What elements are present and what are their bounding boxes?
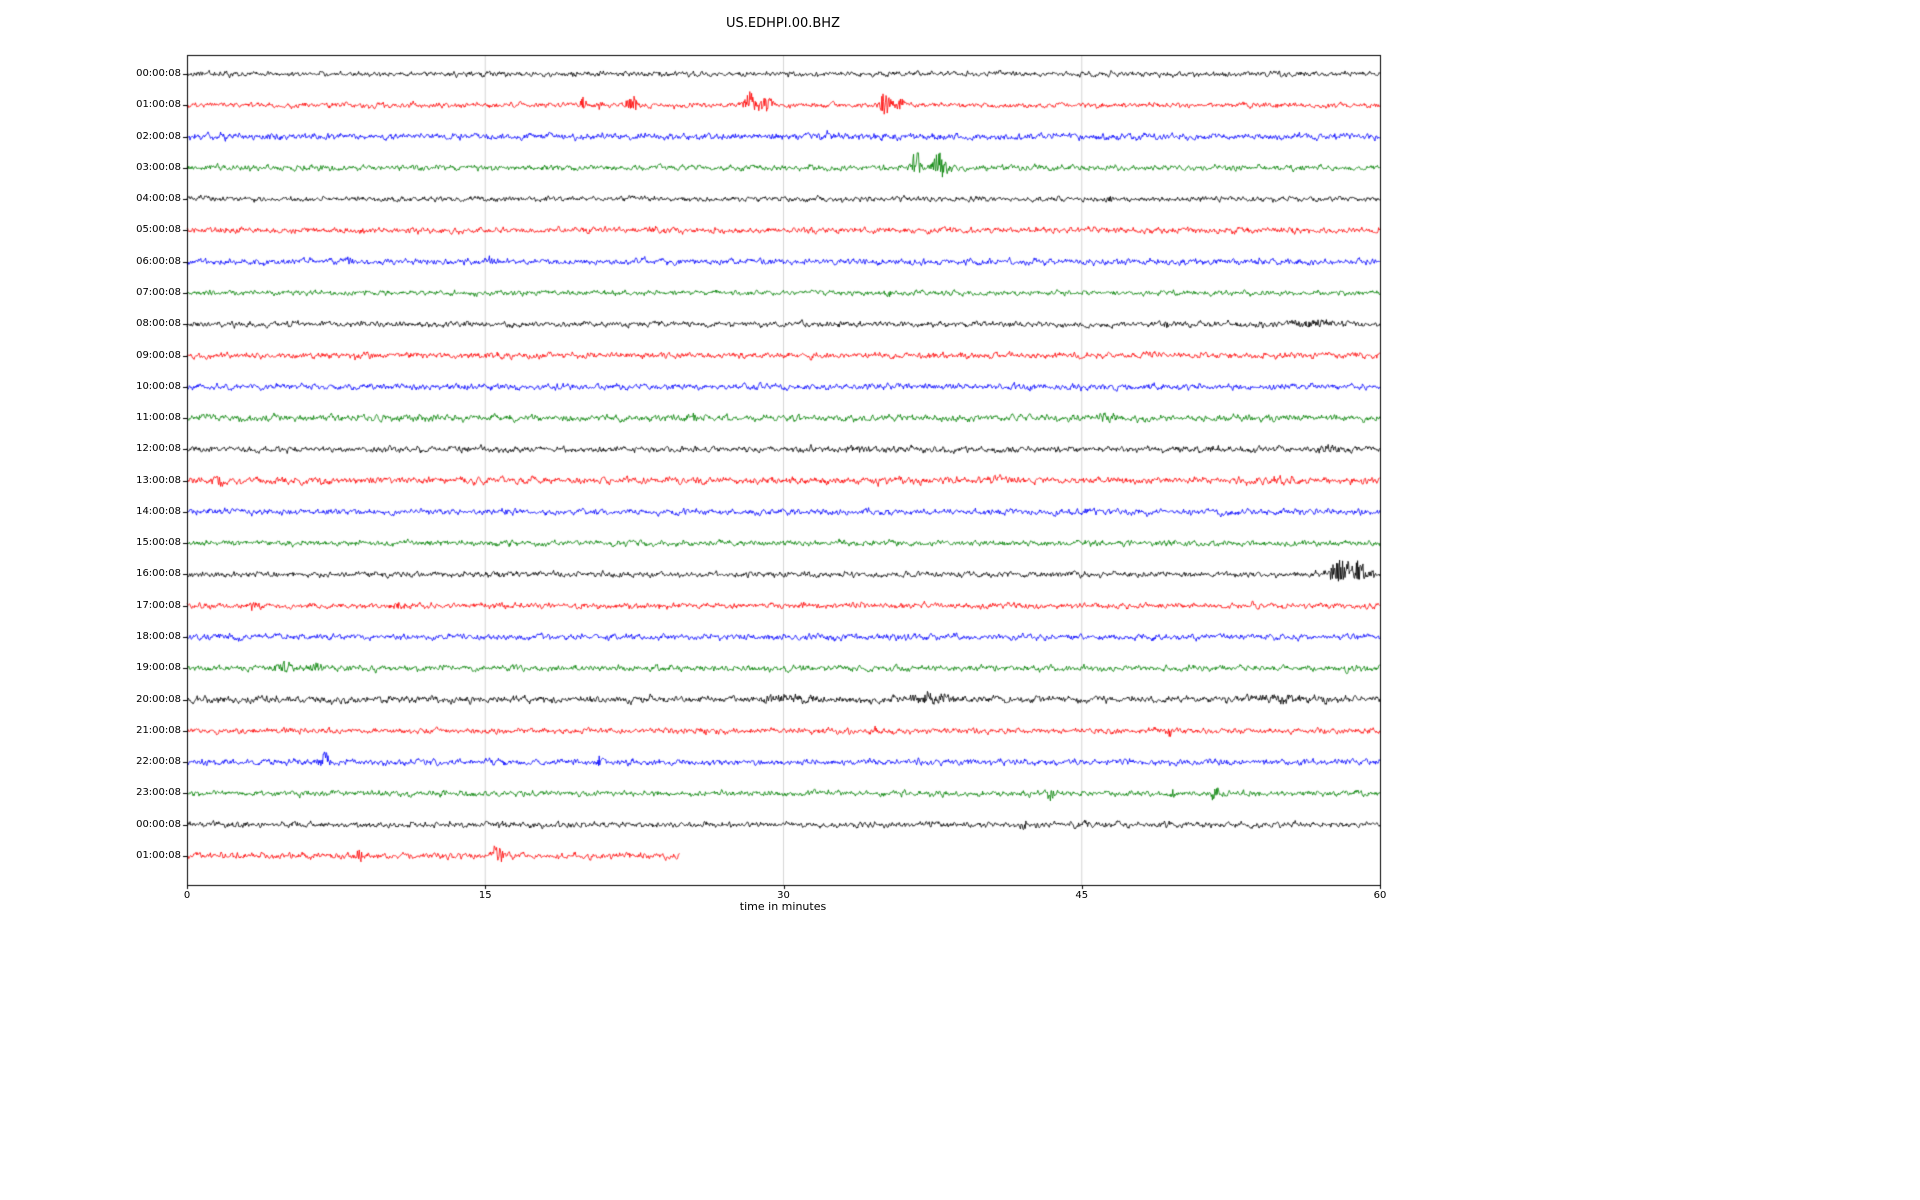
trace-time-label: 09:00:08 [136, 349, 181, 361]
trace-time-label: 04:00:08 [136, 193, 181, 205]
trace-time-label: 18:00:08 [136, 631, 181, 643]
trace-time-label: 10:00:08 [136, 380, 181, 392]
trace-time-label: 16:00:08 [136, 568, 181, 580]
x-tick-label: 0 [183, 890, 191, 901]
x-tick-label: 60 [1373, 890, 1387, 901]
trace-time-label: 22:00:08 [136, 756, 181, 768]
trace-time-label: 03:00:08 [136, 161, 181, 173]
trace-time-label: 05:00:08 [136, 224, 181, 236]
trace-time-label: 23:00:08 [136, 787, 181, 799]
trace-time-label: 11:00:08 [136, 412, 181, 424]
trace-time-label: 19:00:08 [136, 662, 181, 674]
trace-time-label: 00:00:08 [136, 818, 181, 830]
trace-time-label: 14:00:08 [136, 505, 181, 517]
chart-title: US.EDHPI.00.BHZ [726, 16, 840, 31]
trace-time-label: 17:00:08 [136, 599, 181, 611]
trace-time-label: 02:00:08 [136, 130, 181, 142]
x-axis-label: time in minutes [739, 900, 827, 913]
trace-time-label: 01:00:08 [136, 99, 181, 111]
trace-time-label: 12:00:08 [136, 443, 181, 455]
x-tick-label: 15 [478, 890, 492, 901]
x-tick-label: 30 [777, 890, 790, 901]
trace-time-label: 07:00:08 [136, 286, 181, 298]
trace-time-label: 06:00:08 [136, 255, 181, 267]
trace-time-label: 01:00:08 [136, 850, 181, 861]
trace-time-label: 15:00:08 [136, 537, 181, 549]
x-tick-label: 45 [1075, 890, 1089, 901]
trace-time-label: 13:00:08 [136, 474, 181, 486]
trace-time-label: 20:00:08 [136, 693, 181, 705]
trace-time-label: 00:00:08 [136, 68, 181, 79]
trace-time-label: 21:00:08 [136, 724, 181, 736]
trace-time-label: 08:00:08 [136, 318, 181, 330]
